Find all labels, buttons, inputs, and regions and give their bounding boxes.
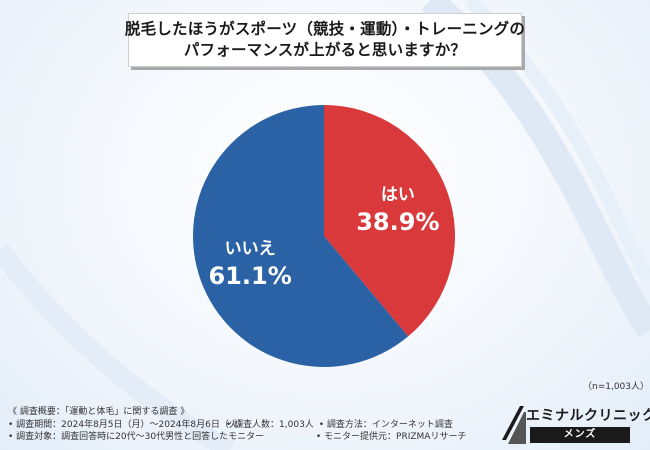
footer-target: • 調査対象：調査回答時に20代～30代男性と回答したモニター [8,432,265,442]
chart-title-line-2: パフォーマンスが上がると思いますか？ [183,41,467,59]
footer-method: • 調査方法：インターネット調査 [318,419,453,430]
chart-title-box: 脱毛したほうがスポーツ（競技・運動）・トレーニングの パフォーマンスが上がると思… [124,13,526,67]
footer-provider: • モニター提供元：PRIZMAリサーチ [315,432,467,442]
pie-slice-2-label: いいえ [225,239,276,259]
footer-count: • 調査人数：1,003人 [225,419,314,430]
footer-period: • 調査期間：2024年8月5日（月）～2024年8月6日（火） [8,419,247,430]
survey-footer: 《 調査概要：「運動と体毛」に関する調査 》 • 調査期間：2024年8月5日（… [8,406,466,444]
logo-subtitle: メンズ [530,427,630,443]
pie-slice-1-label: はい [381,185,415,205]
logo-mark-icon [502,406,526,444]
pie-slice-1 [324,105,455,337]
clinic-logo: エミナルクリニック メンズ [500,404,650,446]
pie-slice-1-value: 38.9% [356,208,439,236]
chart-title-line-1: 脱毛したほうがスポーツ（競技・運動）・トレーニングの [124,20,526,38]
footer-heading: 《 調査概要：「運動と体毛」に関する調査 》 [8,407,190,417]
pie-slice-2-value: 61.1% [208,262,291,290]
pie-slice-2 [193,105,409,368]
logo-name: エミナルクリニック [526,408,650,424]
sample-size-label: （n=1,003人） [583,382,650,392]
